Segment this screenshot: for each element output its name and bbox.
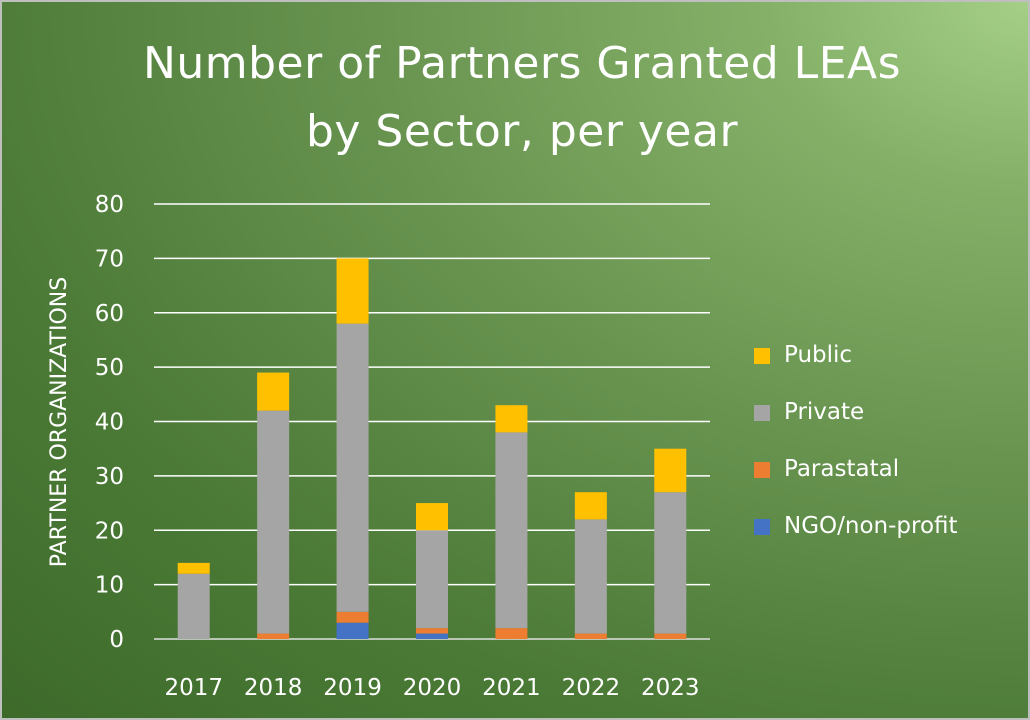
bar-segment-private-2023 — [654, 492, 687, 634]
y-tick-label: 0 — [109, 627, 124, 653]
bar-segment-public-2021 — [495, 405, 528, 433]
legend-label: Private — [784, 399, 865, 425]
y-axis-ticks: 0 10 20 30 40 50 60 70 80 — [95, 192, 124, 653]
bar-segment-public-2022 — [574, 492, 607, 520]
chart-title-line-1: Number of Partners Granted LEAs — [142, 38, 902, 89]
legend-label: Parastatal — [784, 456, 900, 482]
bar-segment-parastatal-2019 — [336, 611, 369, 623]
bar-segment-public-2018 — [257, 372, 290, 411]
bar-segment-parastatal-2020 — [416, 628, 448, 634]
bar-segment-public-2017 — [177, 562, 210, 574]
legend-swatch — [754, 462, 770, 478]
bar-segment-parastatal-2018 — [257, 633, 290, 639]
x-tick-label: 2018 — [244, 675, 303, 701]
y-tick-label: 70 — [95, 246, 124, 272]
bar-segment-public-2023 — [654, 448, 687, 493]
x-tick-label: 2021 — [482, 675, 541, 701]
y-tick-label: 20 — [95, 518, 124, 544]
legend-label: NGO/non-profit — [784, 513, 958, 539]
y-tick-label: 80 — [95, 192, 124, 218]
x-tick-label: 2017 — [164, 675, 223, 701]
x-tick-label: 2023 — [641, 675, 700, 701]
legend-label: Public — [784, 342, 853, 368]
chart-title-line-2: by Sector, per year — [305, 106, 739, 157]
y-tick-label: 60 — [95, 301, 124, 327]
x-tick-label: 2022 — [562, 675, 621, 701]
legend-swatch — [754, 348, 770, 364]
y-tick-label: 10 — [95, 573, 124, 599]
bars — [177, 258, 687, 639]
legend-swatch — [754, 405, 770, 421]
bar-segment-ngo-non-profit-2019 — [336, 622, 369, 639]
y-tick-label: 40 — [95, 410, 124, 436]
x-tick-label: 2020 — [403, 675, 462, 701]
x-axis-ticks: 2017 2018 2019 2020 2021 2022 2023 — [164, 675, 699, 701]
bar-segment-private-2021 — [495, 432, 528, 629]
y-tick-label: 50 — [95, 355, 124, 381]
bar-segment-private-2019 — [336, 323, 369, 612]
bar-segment-public-2019 — [336, 258, 369, 324]
bar-segment-parastatal-2022 — [574, 633, 607, 639]
y-axis-title: PARTNER ORGANIZATIONS — [47, 277, 72, 567]
bar-segment-private-2022 — [574, 519, 607, 634]
bar-segment-ngo-non-profit-2020 — [416, 633, 448, 639]
y-tick-label: 30 — [95, 464, 124, 490]
legend-swatch — [754, 519, 770, 535]
bar-segment-public-2020 — [416, 503, 448, 531]
bar-segment-parastatal-2023 — [654, 633, 687, 639]
bar-segment-private-2018 — [257, 410, 290, 634]
x-tick-label: 2019 — [323, 675, 382, 701]
bar-segment-private-2020 — [416, 530, 448, 629]
bar-segment-private-2017 — [177, 573, 210, 639]
bar-segment-parastatal-2021 — [495, 628, 528, 639]
